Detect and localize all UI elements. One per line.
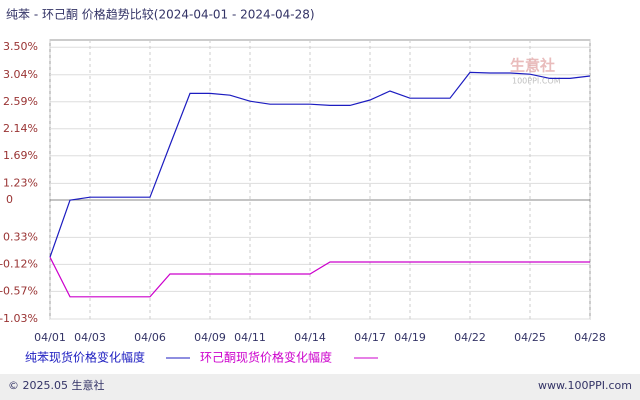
watermark-sub: 100PPI.COM (512, 77, 561, 86)
chart-title: 纯苯 - 环己酮 价格趋势比较(2024-04-01 - 2024-04-28) (6, 7, 315, 22)
watermark: 生意社 (510, 57, 555, 75)
y-tick-label: 1.23% (3, 176, 38, 189)
y-tick-label: -0.57% (0, 284, 38, 297)
y-tick-label: 2.14% (3, 122, 38, 135)
x-tick-label: 04/28 (574, 331, 606, 344)
y-tick-label: 2.59% (3, 95, 38, 108)
x-tick-label: 04/17 (354, 331, 386, 344)
y-tick-label: -1.03% (0, 312, 38, 325)
legend-label: 纯苯现货价格变化幅度 (25, 350, 145, 365)
footer-left: © 2025.05 生意社 (8, 378, 104, 392)
y-tick-label: 1.69% (3, 149, 38, 162)
zero-label: 0 (6, 193, 13, 206)
x-tick-label: 04/09 (194, 331, 226, 344)
y-tick-label: -0.12% (0, 257, 38, 270)
y-tick-label: 3.50% (3, 40, 38, 53)
series-line (49, 71, 591, 258)
x-tick-label: 04/03 (74, 331, 106, 344)
x-tick-label: 04/14 (294, 331, 326, 344)
x-tick-label: 04/22 (454, 331, 486, 344)
x-tick-label: 04/01 (34, 331, 66, 344)
x-tick-label: 04/06 (134, 331, 166, 344)
x-tick-label: 04/11 (234, 331, 266, 344)
y-tick-label: 3.04% (3, 68, 38, 81)
x-tick-label: 04/19 (394, 331, 426, 344)
series-line (49, 256, 590, 298)
legend-label: 环己酮现货价格变化幅度 (200, 350, 332, 365)
grid (49, 40, 591, 320)
y-tick-label: 0.33% (3, 230, 38, 243)
series-group (49, 71, 591, 298)
x-tick-label: 04/25 (514, 331, 546, 344)
footer-right: www.100PPI.com (538, 379, 632, 392)
footer-bar (0, 374, 640, 400)
